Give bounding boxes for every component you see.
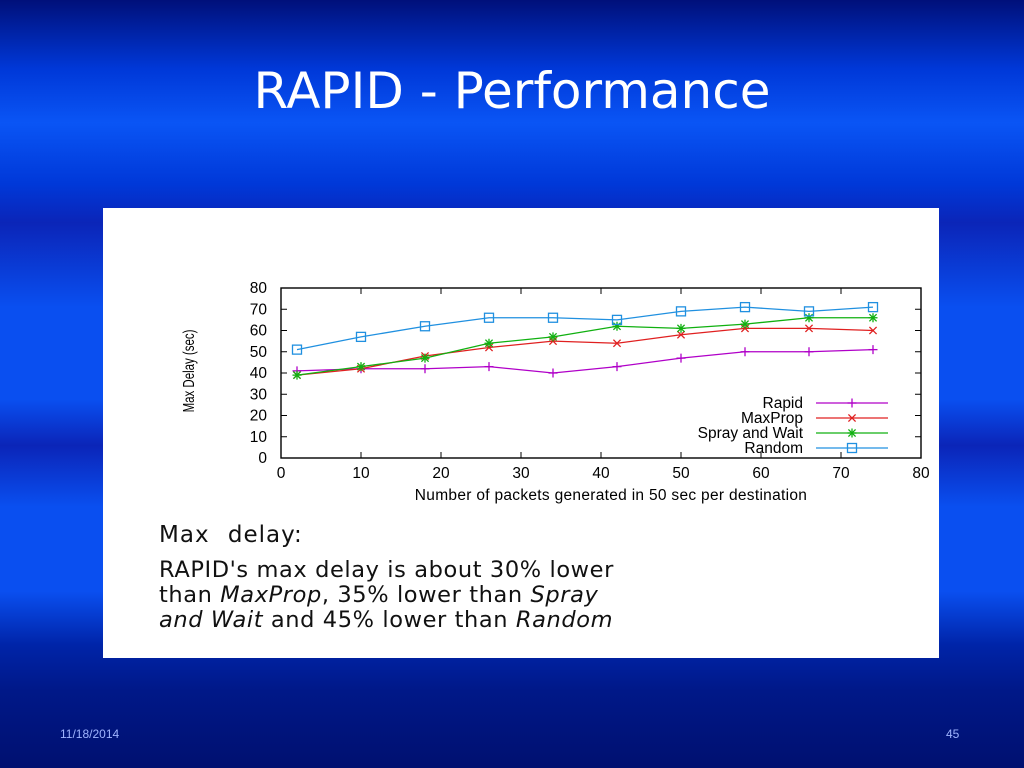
caption-line-3: and Wait and 45% lower than Random: [159, 608, 931, 633]
data-point-random: [739, 301, 751, 313]
footer-page-number: 45: [946, 727, 960, 741]
y-tick-label: 50: [250, 344, 268, 361]
x-tick-label: 60: [752, 465, 770, 482]
data-point-spray-and-wait: [804, 313, 814, 323]
data-point-spray-and-wait: [676, 323, 686, 333]
data-point-random: [867, 301, 879, 313]
legend-label-maxprop: MaxProp: [741, 410, 803, 427]
data-point-maxprop: [612, 339, 622, 348]
caption-text: than: [159, 582, 221, 608]
legend-marker-maxprop: [847, 413, 857, 423]
y-tick-label: 70: [250, 301, 268, 318]
legend-marker-random: [846, 442, 858, 454]
slide-title: RAPID - Performance: [253, 62, 771, 120]
x-tick-label: 70: [832, 465, 850, 482]
data-point-rapid: [420, 364, 430, 374]
caption-text: and 45% lower than: [263, 607, 516, 633]
y-tick-label: 60: [250, 323, 268, 340]
series-line-spray-and-wait: [296, 317, 873, 376]
y-tick-label: 80: [250, 280, 268, 297]
x-tick-label: 20: [432, 465, 450, 482]
series-line-random: [296, 306, 874, 351]
y-tick-label: 40: [250, 365, 268, 382]
y-tick-label: 30: [250, 386, 268, 403]
data-point-maxprop: [804, 324, 814, 333]
y-tick-label: 0: [258, 450, 267, 467]
series-line-rapid: [296, 348, 874, 374]
caption-text: , 35% lower than: [321, 582, 531, 608]
caption-emphasis-random: Random: [515, 607, 614, 633]
data-point-spray-and-wait: [420, 353, 430, 363]
x-tick-label: 50: [672, 465, 690, 482]
data-point-rapid: [868, 345, 878, 355]
y-axis-label: Max Delay (sec): [179, 330, 197, 413]
footer-date: 11/18/2014: [60, 727, 120, 741]
data-point-random: [611, 314, 623, 326]
data-point-spray-and-wait: [868, 313, 878, 323]
data-point-random: [483, 312, 495, 323]
data-point-rapid: [676, 353, 686, 363]
figure-panel: 0 10 20 30 40 50 60 70 80 0 10 20 30 40 50 60 70 80 Rapid…: [103, 208, 939, 658]
data-point-rapid: [804, 347, 814, 357]
tick-layer: 0 10 20 30 40 50 60 70 80 0 10 20 30 40 50 60 70 80: [250, 280, 930, 482]
x-tick-label: 10: [352, 465, 370, 482]
caption-text: RAPID's max delay is about 30% lower: [159, 557, 614, 583]
legend-label-spray-and-wait: Spray and Wait: [698, 425, 804, 442]
data-point-spray-and-wait: [548, 332, 558, 342]
legend-label-rapid: Rapid: [763, 395, 804, 412]
x-tick-label: 80: [912, 465, 930, 482]
caption-emphasis-spray: Spray: [530, 582, 599, 608]
data-point-random: [547, 312, 559, 323]
x-axis-label: Number of packets generated in 50 sec pe…: [415, 487, 807, 504]
data-point-spray-and-wait: [356, 362, 366, 372]
series-rapid: [292, 345, 878, 378]
data-point-rapid: [612, 362, 622, 372]
data-point-spray-and-wait: [292, 370, 302, 380]
data-point-rapid: [740, 347, 750, 357]
series-random: [291, 301, 879, 355]
legend-marker-spray-and-wait: [847, 428, 857, 438]
data-point-rapid: [484, 362, 494, 372]
data-point-spray-and-wait: [484, 338, 494, 348]
data-point-spray-and-wait: [612, 321, 622, 331]
data-point-rapid: [548, 368, 558, 378]
data-point-maxprop: [868, 326, 878, 335]
caption-line-2: than MaxProp, 35% lower than Spray: [159, 583, 931, 608]
caption-body: RAPID's max delay is about 30% lower tha…: [159, 558, 931, 633]
data-point-random: [291, 344, 303, 355]
legend-label-random: Random: [744, 440, 803, 457]
delay-line-chart: 0 10 20 30 40 50 60 70 80 0 10 20 30 40 50 60 70 80 Rapid…: [179, 280, 930, 504]
data-point-random: [419, 321, 431, 332]
y-tick-label: 10: [250, 429, 268, 446]
caption-block: Max delay: RAPID's max delay is about 30…: [159, 522, 931, 633]
data-point-spray-and-wait: [740, 319, 750, 329]
x-tick-label: 0: [277, 465, 286, 482]
data-point-random: [803, 306, 815, 317]
y-tick-label: 20: [250, 408, 268, 425]
caption-heading: Max delay:: [159, 522, 303, 548]
legend-marker-rapid: [847, 398, 857, 408]
data-point-random: [675, 306, 687, 317]
caption-emphasis-maxprop: MaxProp: [220, 582, 322, 608]
series-layer: [291, 301, 879, 380]
caption-emphasis-wait: and Wait: [159, 607, 264, 633]
caption-line-1: RAPID's max delay is about 30% lower: [159, 558, 931, 583]
data-point-maxprop: [676, 330, 686, 339]
x-tick-label: 30: [512, 465, 530, 482]
data-point-random: [355, 331, 367, 343]
x-tick-label: 40: [592, 465, 610, 482]
